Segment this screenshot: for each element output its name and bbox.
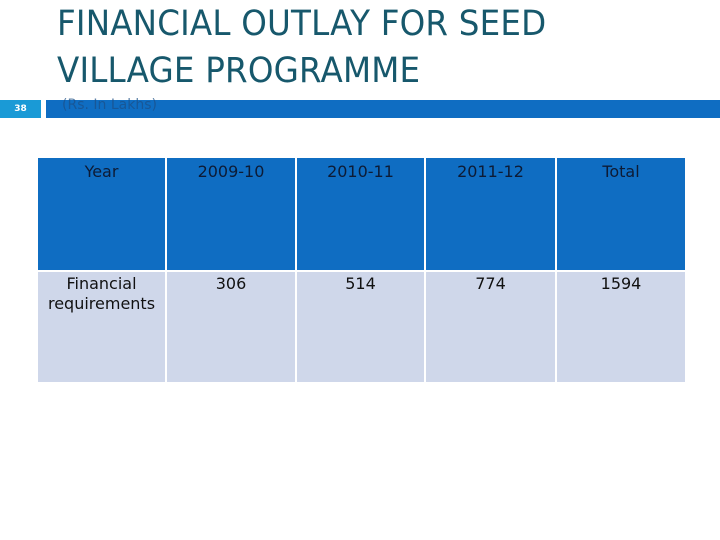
header-cell-2009-10: 2009-10: [165, 156, 297, 272]
table-row: Financial requirements 306 514 774 1594: [36, 270, 687, 384]
table-header-row: Year 2009-10 2010-11 2011-12 Total: [36, 156, 687, 272]
financial-outlay-table: Year 2009-10 2010-11 2011-12 Total Finan…: [36, 156, 687, 384]
header-bar: (Rs. In Lakhs): [46, 97, 720, 118]
slide-title: FINANCIAL OUTLAY FOR SEED VILLAGE PROGRA…: [57, 1, 652, 95]
header-cell-total: Total: [555, 156, 687, 272]
cell-2011-12: 774: [424, 270, 557, 384]
header-cell-2010-11: 2010-11: [295, 156, 426, 272]
slide-number-badge: 38: [0, 100, 41, 118]
slide-number: 38: [14, 104, 27, 114]
header-cell-2011-12: 2011-12: [424, 156, 557, 272]
slide-title-line-1: FINANCIAL OUTLAY FOR SEED: [57, 4, 547, 44]
cell-2010-11: 514: [295, 270, 426, 384]
slide-title-line-2: VILLAGE PROGRAMME: [57, 51, 421, 91]
header-cell-year: Year: [36, 156, 167, 272]
cell-total: 1594: [555, 270, 687, 384]
row-label-financial-requirements: Financial requirements: [36, 270, 167, 384]
units-subtitle: (Rs. In Lakhs): [62, 97, 157, 113]
cell-2009-10: 306: [165, 270, 297, 384]
